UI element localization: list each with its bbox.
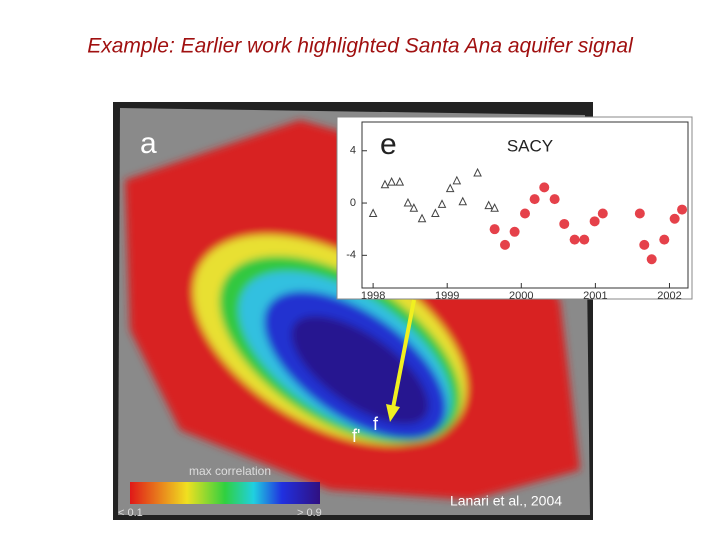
point	[409, 203, 419, 212]
point	[452, 175, 462, 185]
point	[458, 196, 468, 206]
colorbar-min: < 0.1	[118, 507, 143, 519]
point	[437, 199, 447, 208]
well-label: f	[373, 414, 379, 434]
x-tick-label: 2002	[657, 290, 681, 302]
point	[597, 208, 608, 219]
arrow	[386, 299, 416, 422]
colorbar-max: > 0.9	[297, 507, 322, 519]
point	[395, 177, 405, 186]
inset-panel-label: e	[380, 128, 397, 161]
panel-label: a	[140, 127, 157, 160]
point	[639, 239, 650, 250]
point	[490, 203, 499, 212]
point	[403, 197, 413, 207]
x-tick-label: 1999	[435, 290, 459, 302]
well-label: f'	[352, 426, 360, 446]
x-tick-label: 2000	[509, 290, 533, 302]
point	[499, 239, 510, 250]
point	[677, 204, 688, 215]
plot-frame	[361, 121, 689, 289]
chart-title: SACY	[507, 136, 553, 155]
y-tick-label: 0	[350, 197, 356, 209]
point	[431, 208, 440, 217]
point	[484, 200, 494, 210]
point	[589, 216, 600, 227]
x-tick-label: 2001	[583, 290, 607, 302]
point	[380, 179, 390, 189]
point	[669, 213, 680, 224]
point	[489, 224, 500, 235]
credit: Lanari et al., 2004	[450, 493, 562, 509]
colorbar-title: max correlation	[189, 464, 271, 478]
y-tick-label: 4	[350, 145, 356, 157]
y-tick-label: -4	[346, 249, 356, 261]
inset-frame	[336, 116, 693, 300]
point	[539, 182, 550, 193]
point	[520, 208, 530, 219]
point	[634, 208, 645, 219]
point	[549, 194, 560, 205]
point	[659, 234, 670, 245]
point	[579, 234, 590, 245]
point	[646, 254, 657, 265]
point	[368, 208, 378, 217]
point	[387, 177, 396, 186]
point	[473, 167, 482, 177]
x-tick-label: 1998	[361, 290, 385, 302]
point	[417, 213, 427, 223]
slide-title: Example: Earlier work highlighted Santa …	[87, 35, 634, 58]
point	[529, 194, 540, 205]
point	[509, 226, 520, 237]
point	[559, 218, 570, 229]
point	[445, 183, 455, 193]
point	[569, 234, 580, 245]
